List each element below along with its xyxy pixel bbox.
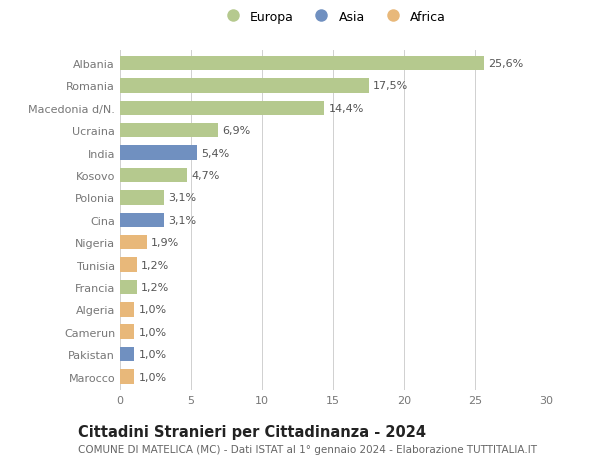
Bar	[120, 369, 134, 384]
Text: 1,0%: 1,0%	[139, 372, 167, 382]
Text: 1,2%: 1,2%	[142, 260, 170, 270]
Bar	[120, 101, 325, 116]
Bar	[120, 190, 164, 205]
Text: 14,4%: 14,4%	[329, 104, 364, 113]
Text: 17,5%: 17,5%	[373, 81, 408, 91]
Text: 3,1%: 3,1%	[168, 215, 196, 225]
Bar	[120, 280, 137, 295]
Legend: Europa, Asia, Africa: Europa, Asia, Africa	[215, 6, 451, 29]
Bar	[120, 325, 134, 339]
Text: Cittadini Stranieri per Cittadinanza - 2024: Cittadini Stranieri per Cittadinanza - 2…	[78, 425, 426, 440]
Bar	[120, 79, 368, 94]
Bar	[120, 258, 137, 272]
Bar	[120, 123, 218, 138]
Text: 6,9%: 6,9%	[222, 126, 250, 136]
Text: 25,6%: 25,6%	[488, 59, 523, 69]
Text: COMUNE DI MATELICA (MC) - Dati ISTAT al 1° gennaio 2024 - Elaborazione TUTTITALI: COMUNE DI MATELICA (MC) - Dati ISTAT al …	[78, 444, 537, 454]
Text: 1,0%: 1,0%	[139, 305, 167, 315]
Text: 1,2%: 1,2%	[142, 282, 170, 292]
Bar	[120, 146, 197, 161]
Text: 1,0%: 1,0%	[139, 327, 167, 337]
Bar	[120, 56, 484, 71]
Text: 3,1%: 3,1%	[168, 193, 196, 203]
Bar	[120, 168, 187, 183]
Bar	[120, 235, 147, 250]
Bar	[120, 302, 134, 317]
Text: 1,9%: 1,9%	[151, 238, 179, 248]
Bar	[120, 213, 164, 228]
Text: 5,4%: 5,4%	[201, 148, 229, 158]
Text: 1,0%: 1,0%	[139, 349, 167, 359]
Bar	[120, 347, 134, 362]
Text: 4,7%: 4,7%	[191, 171, 220, 181]
